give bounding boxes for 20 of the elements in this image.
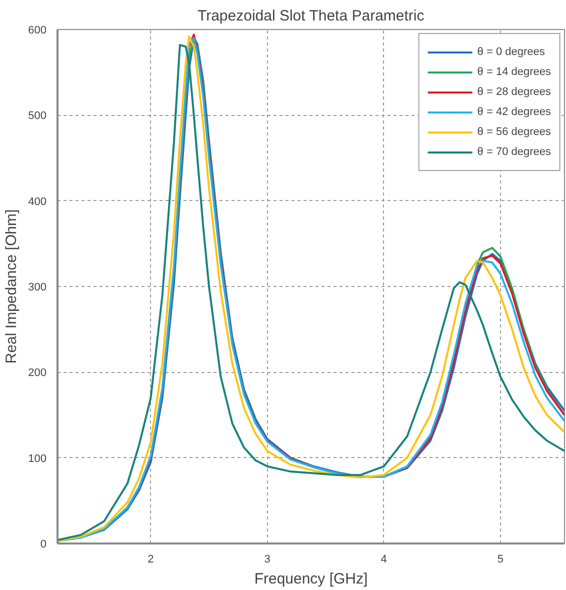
x-tick-label: 5	[497, 554, 504, 566]
y-tick-label: 100	[28, 452, 47, 465]
legend-label: θ = 0 degrees	[477, 45, 545, 59]
legend-label: θ = 14 degrees	[477, 65, 551, 79]
y-tick-label: 0	[40, 538, 47, 550]
legend-label: θ = 56 degrees	[477, 125, 551, 139]
y-tick-label: 300	[28, 282, 47, 294]
y-tick-label: 400	[28, 196, 47, 208]
x-tick-label: 3	[264, 554, 270, 566]
x-tick-label: 2	[148, 554, 154, 566]
y-tick-label: 600	[28, 24, 47, 36]
legend-label: θ = 42 degrees	[477, 105, 551, 119]
legend-label: θ = 70 degrees	[477, 145, 551, 159]
x-tick-label: 4	[380, 554, 387, 566]
y-axis-title: Real Impedance [Ohm]	[3, 209, 20, 364]
x-axis-title: Frequency [GHz]	[254, 570, 368, 588]
chart-title: Trapezoidal Slot Theta Parametric	[197, 8, 425, 24]
y-tick-label: 500	[28, 110, 47, 122]
legend-label: θ = 28 degrees	[477, 85, 551, 99]
y-tick-label: 200	[28, 367, 47, 380]
